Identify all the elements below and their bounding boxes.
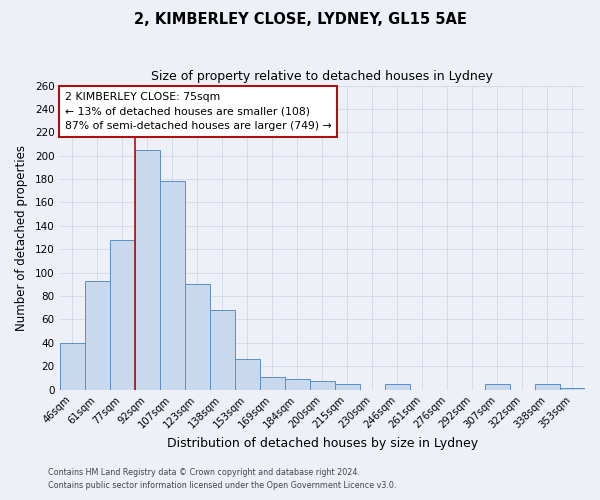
Bar bbox=[209, 310, 235, 390]
Text: Contains HM Land Registry data © Crown copyright and database right 2024.
Contai: Contains HM Land Registry data © Crown c… bbox=[48, 468, 397, 489]
Bar bbox=[85, 281, 110, 390]
Bar bbox=[260, 376, 285, 390]
Bar bbox=[134, 150, 160, 390]
Title: Size of property relative to detached houses in Lydney: Size of property relative to detached ho… bbox=[151, 70, 493, 83]
Bar bbox=[185, 284, 209, 390]
Bar bbox=[535, 384, 560, 390]
Text: 2 KIMBERLEY CLOSE: 75sqm
← 13% of detached houses are smaller (108)
87% of semi-: 2 KIMBERLEY CLOSE: 75sqm ← 13% of detach… bbox=[65, 92, 332, 131]
Bar bbox=[285, 379, 310, 390]
Bar bbox=[59, 343, 85, 390]
Bar bbox=[110, 240, 134, 390]
Bar bbox=[235, 359, 260, 390]
Bar bbox=[160, 182, 185, 390]
Text: 2, KIMBERLEY CLOSE, LYDNEY, GL15 5AE: 2, KIMBERLEY CLOSE, LYDNEY, GL15 5AE bbox=[134, 12, 466, 28]
Bar bbox=[310, 382, 335, 390]
Y-axis label: Number of detached properties: Number of detached properties bbox=[15, 144, 28, 330]
Bar bbox=[385, 384, 410, 390]
Bar bbox=[485, 384, 510, 390]
X-axis label: Distribution of detached houses by size in Lydney: Distribution of detached houses by size … bbox=[167, 437, 478, 450]
Bar bbox=[335, 384, 360, 390]
Bar bbox=[560, 388, 585, 390]
